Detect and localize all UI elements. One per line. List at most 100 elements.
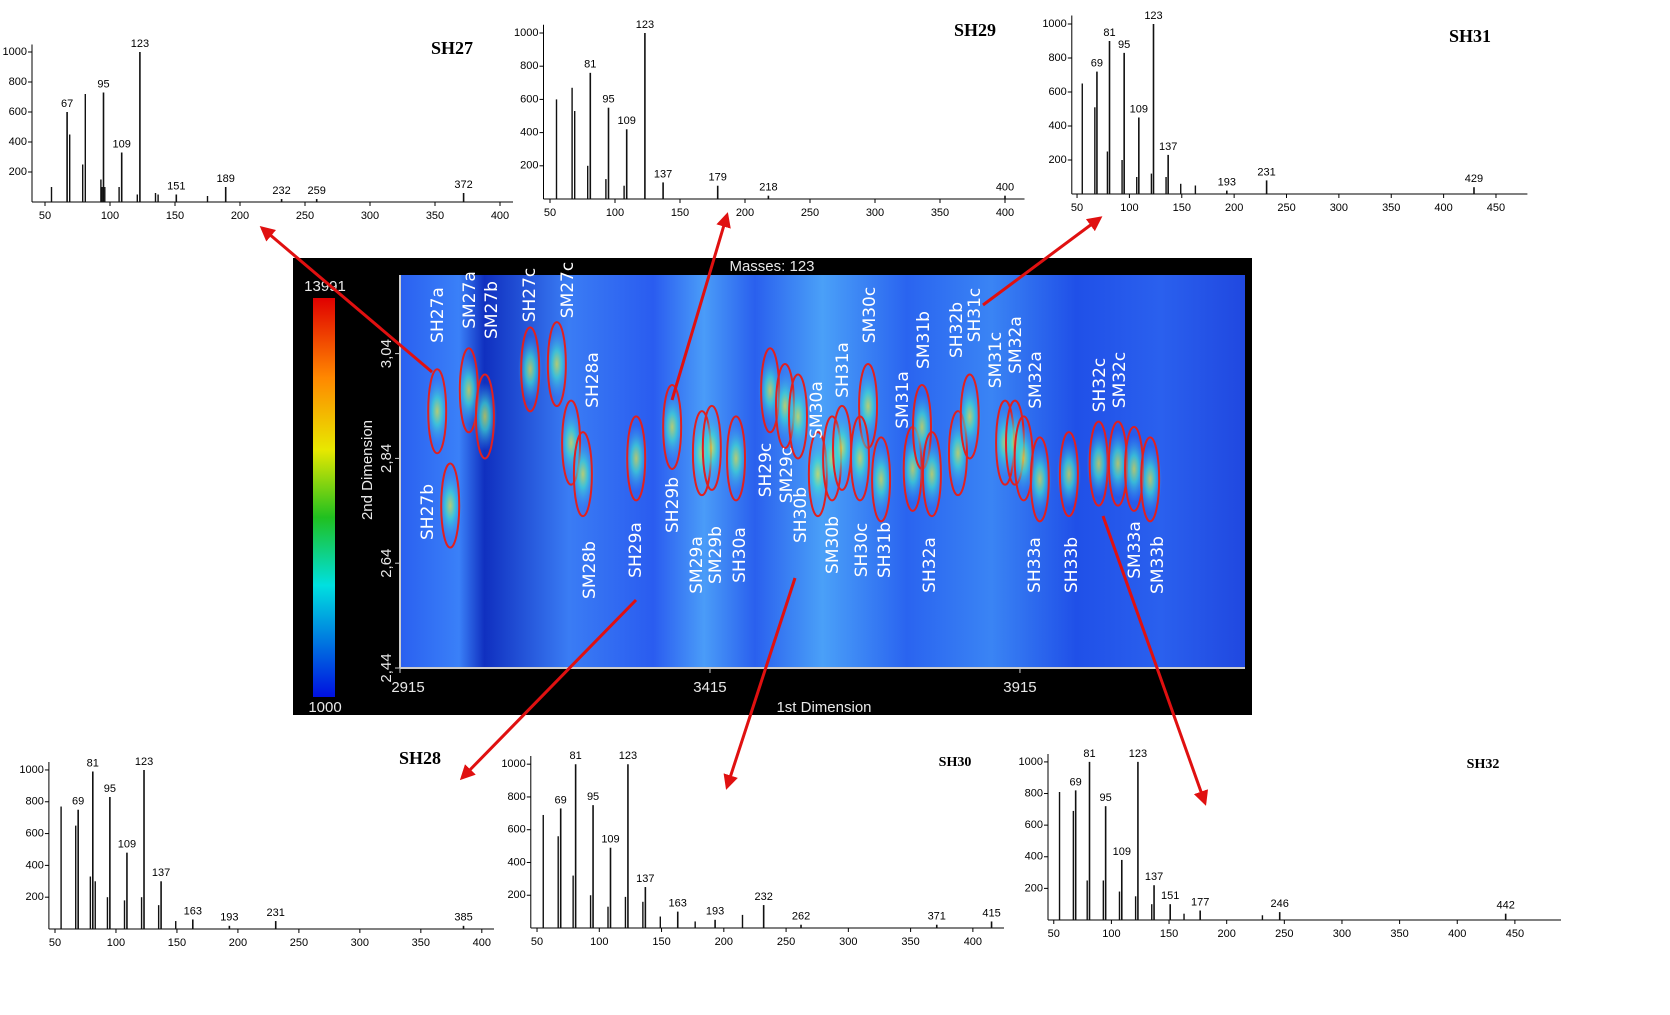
arrow <box>723 577 797 790</box>
peak-label: 137 <box>654 168 672 180</box>
arrow <box>459 598 638 781</box>
spot-outline <box>850 415 871 502</box>
peak-label: 123 <box>636 19 654 31</box>
spot-label: SH30c <box>852 523 872 578</box>
peak-label: 81 <box>1103 27 1115 39</box>
y-tick-label: 800 <box>9 76 27 88</box>
x-tick-label: 50 <box>39 210 51 222</box>
spot-outline <box>440 462 461 549</box>
y-tick-label: 400 <box>9 136 27 148</box>
peak-label: 69 <box>555 794 567 806</box>
x-tick-label: 50 <box>49 937 61 949</box>
spot-glow <box>1138 445 1163 514</box>
peak-label: 163 <box>669 898 687 910</box>
y-tick-label: 200 <box>1025 882 1043 894</box>
spot-outline <box>871 436 892 523</box>
spot-outline <box>959 373 980 460</box>
x-tick-label: 50 <box>531 936 543 948</box>
spot-glow <box>957 382 982 451</box>
peak-label: 69 <box>72 796 84 808</box>
peak-label: 262 <box>792 911 810 923</box>
peak-label: 231 <box>1257 166 1275 178</box>
peak-label: 81 <box>87 757 99 769</box>
x-tick-label: 350 <box>1390 928 1408 940</box>
spot-glow <box>724 424 749 493</box>
peak-label: 123 <box>1144 10 1162 22</box>
y-tick-label: 2,84 <box>378 444 395 473</box>
y-tick-label: 200 <box>26 891 44 903</box>
peak-label: 69 <box>1091 58 1103 70</box>
x-tick-label: 200 <box>1218 928 1236 940</box>
x-tick-label: 250 <box>290 937 308 949</box>
peak-label: 95 <box>1118 39 1130 51</box>
x-tick-label: 50 <box>1048 928 1060 940</box>
spot-label: SM32c <box>1110 352 1130 408</box>
x-tick-label: 150 <box>166 210 184 222</box>
peak-label: 429 <box>1465 173 1483 185</box>
spectrum-title: SH29 <box>954 20 996 40</box>
spectrum-title: SH30 <box>939 755 972 770</box>
spot-label: SH32c <box>1090 358 1110 413</box>
x-tick-label: 300 <box>866 207 884 219</box>
peak-label: 385 <box>454 912 472 924</box>
peak-label: 137 <box>1159 141 1177 153</box>
spot-label: SM27c <box>558 262 578 318</box>
spot-label: SH31a <box>833 342 853 398</box>
spot-label: SH30b <box>791 487 811 543</box>
x-tick-label: 300 <box>351 937 369 949</box>
spot-label: SM27b <box>482 281 502 339</box>
spot-label: SM31a <box>893 371 913 429</box>
x-tick-label: 350 <box>426 210 444 222</box>
peak-label: 193 <box>1218 177 1236 189</box>
y-axis-label: 2nd Dimension <box>359 420 376 520</box>
spot-outline <box>626 415 647 502</box>
peak-label: 109 <box>601 834 619 846</box>
y-tick-label: 1000 <box>514 27 538 39</box>
spot-glow <box>1027 445 1052 514</box>
x-tick-label: 150 <box>652 936 670 948</box>
peak-label: 232 <box>754 891 772 903</box>
arrow <box>982 216 1103 307</box>
y-tick-label: 2,44 <box>378 653 395 682</box>
x-tick-label: 50 <box>544 207 556 219</box>
y-tick-label: 200 <box>507 889 525 901</box>
spot-glow <box>518 335 543 404</box>
peak-label: 193 <box>706 906 724 918</box>
spot-outline <box>1029 436 1050 523</box>
x-tick-label: 450 <box>1487 202 1505 214</box>
y-tick-label: 800 <box>520 60 538 72</box>
spot-label: SM30a <box>807 381 827 439</box>
x-tick-label: 350 <box>931 207 949 219</box>
heatmap-title: Masses: 123 <box>729 258 814 275</box>
spot-label: SH29a <box>626 522 646 578</box>
spot-label: SM29a <box>687 536 707 594</box>
spot-glow <box>438 471 463 540</box>
spot-outline <box>701 404 722 491</box>
spot-glow <box>856 372 881 440</box>
peak-label: 95 <box>602 94 614 106</box>
x-tick-label: 250 <box>296 210 314 222</box>
y-tick-label: 200 <box>1048 154 1066 166</box>
spot-label: SM30c <box>860 287 880 343</box>
y-tick-label: 1000 <box>1019 756 1043 768</box>
x-tick-label: 150 <box>671 207 689 219</box>
peak-label: 177 <box>1191 896 1209 908</box>
x-tick-label: 50 <box>1071 202 1083 214</box>
x-tick-label: 300 <box>361 210 379 222</box>
y-tick-label: 600 <box>9 106 27 118</box>
x-tick-label: 3415 <box>693 679 726 696</box>
peak-label: 193 <box>220 912 238 924</box>
y-tick-label: 800 <box>1048 52 1066 64</box>
spot-label: SM33b <box>1148 536 1168 594</box>
spot-label: SM29b <box>706 526 726 584</box>
peak-label: 109 <box>1130 103 1148 115</box>
peak-label: 69 <box>1070 776 1082 788</box>
x-tick-label: 350 <box>1382 202 1400 214</box>
spot-label: SH27a <box>428 287 448 343</box>
spot-glow <box>1056 440 1081 509</box>
peak-label: 137 <box>1145 871 1163 883</box>
arrow <box>670 212 731 401</box>
spot-label: SM33a <box>1125 521 1145 579</box>
x-tick-label: 100 <box>590 936 608 948</box>
spot-outline <box>474 373 495 460</box>
